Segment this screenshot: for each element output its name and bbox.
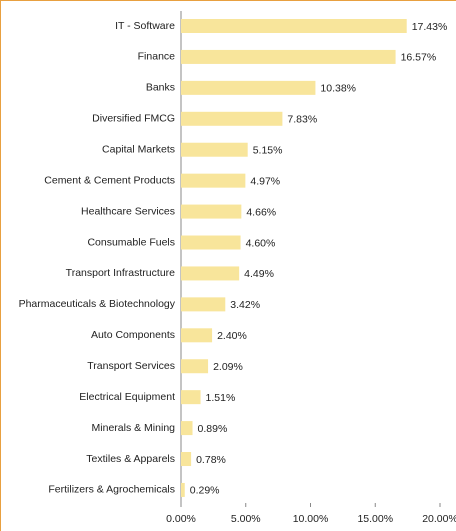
y-tick-label: Minerals & Mining [92, 422, 176, 434]
value-label: 16.57% [401, 52, 437, 64]
bar [181, 19, 407, 33]
x-tick-label: 0.00% [166, 513, 196, 525]
value-label: 0.29% [190, 485, 220, 497]
value-label: 10.38% [320, 83, 356, 95]
value-label: 0.89% [198, 423, 228, 435]
value-label: 5.15% [253, 145, 283, 157]
value-label: 4.60% [246, 237, 276, 249]
y-tick-label: Healthcare Services [81, 205, 175, 217]
y-tick-label: Fertilizers & Agrochemicals [48, 484, 175, 496]
y-tick-label: Auto Components [91, 329, 175, 341]
value-label: 4.49% [244, 268, 274, 280]
value-label: 3.42% [230, 299, 260, 311]
bar [181, 390, 201, 405]
value-label: 7.83% [287, 114, 317, 126]
x-tick-label: 15.00% [357, 513, 393, 525]
y-tick-label: Pharmaceuticals & Biotechnology [19, 298, 176, 310]
bar [181, 80, 316, 95]
bar [181, 49, 396, 64]
y-tick-label: Cement & Cement Products [44, 174, 175, 186]
bar [181, 421, 193, 436]
bar [181, 482, 185, 497]
y-tick-label: Electrical Equipment [79, 391, 175, 403]
bar [181, 142, 248, 157]
y-tick-label: Transport Services [87, 360, 175, 372]
x-tick-label: 20.00% [422, 513, 456, 525]
value-label: 4.66% [246, 206, 276, 218]
x-tick-label: 10.00% [293, 513, 329, 525]
y-tick-label: Finance [138, 51, 176, 63]
y-tick-label: Diversified FMCG [92, 113, 175, 125]
bar [181, 111, 283, 126]
bar [181, 452, 192, 467]
y-tick-label: Capital Markets [102, 144, 175, 156]
bar [181, 173, 246, 188]
value-label: 0.78% [196, 454, 226, 466]
y-tick-label: IT - Software [115, 20, 175, 32]
value-label: 17.43% [412, 21, 448, 33]
bar [181, 297, 226, 312]
value-label: 1.51% [206, 392, 236, 404]
y-tick-label: Textiles & Apparels [86, 453, 175, 465]
bar [181, 266, 240, 281]
bar [181, 328, 213, 343]
bar [181, 359, 209, 374]
value-label: 2.40% [217, 330, 247, 342]
bar [181, 235, 241, 250]
y-tick-label: Transport Infrastructure [66, 267, 175, 279]
x-tick-label: 5.00% [231, 513, 261, 525]
value-label: 2.09% [213, 361, 243, 373]
value-label: 4.97% [250, 175, 280, 187]
y-tick-label: Banks [146, 82, 175, 94]
y-tick-label: Consumable Fuels [87, 236, 175, 248]
bar [181, 204, 242, 219]
